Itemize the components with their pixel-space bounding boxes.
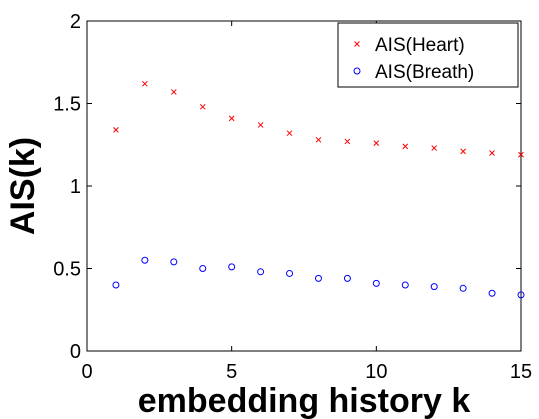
data-point [401, 281, 409, 289]
legend: AIS(Heart) AIS(Breath) [337, 22, 519, 88]
data-point [286, 130, 293, 137]
x-axis-title: embedding history k [138, 382, 471, 419]
data-point [344, 138, 351, 145]
data-point [199, 265, 207, 272]
data-point [170, 89, 177, 95]
data-point [257, 122, 264, 128]
y-tick-label: 2 [70, 11, 81, 33]
data-point [228, 115, 235, 122]
data-point [113, 127, 119, 133]
legend-marker-breath [353, 67, 361, 75]
y-tick-label: 1 [70, 176, 81, 198]
legend-markers [353, 41, 361, 75]
series-ais-heart [113, 80, 524, 158]
data-point [315, 136, 322, 143]
y-tick-label: 1.5 [53, 94, 81, 116]
legend-label-breath: AIS(Breath) [375, 62, 474, 83]
data-point [343, 274, 351, 282]
data-point [141, 256, 149, 264]
y-tick-label: 0.5 [53, 259, 81, 281]
data-point [170, 258, 178, 266]
data-point [459, 284, 467, 292]
data-point [460, 148, 466, 155]
data-point [430, 283, 438, 291]
data-point [112, 281, 120, 289]
data-point [372, 279, 380, 287]
data-point [489, 150, 495, 156]
legend-box [337, 22, 519, 88]
data-point [373, 140, 380, 146]
data-point [228, 263, 236, 271]
y-axis-title: AIS(k) [4, 137, 42, 235]
data-point [431, 145, 438, 151]
data-point [517, 291, 525, 299]
data-point [518, 151, 524, 158]
series-ais-breath [112, 256, 525, 299]
x-tick-label: 15 [510, 361, 532, 383]
data-point [142, 80, 148, 87]
data-point [286, 269, 294, 277]
data-point [257, 268, 265, 276]
axis-tick-labels: 0 5 10 15 0 0.5 1 1.5 2 [53, 11, 532, 383]
x-tick-label: 10 [365, 361, 387, 383]
x-tick-label: 0 [81, 361, 92, 383]
data-point [488, 289, 496, 297]
data-points [112, 80, 525, 299]
data-point [402, 143, 409, 150]
legend-marker-heart [354, 41, 360, 47]
data-point [199, 103, 206, 110]
y-tick-label: 0 [70, 341, 81, 363]
x-tick-label: 5 [226, 361, 237, 383]
legend-label-heart: AIS(Heart) [375, 35, 465, 56]
data-point [314, 274, 322, 282]
